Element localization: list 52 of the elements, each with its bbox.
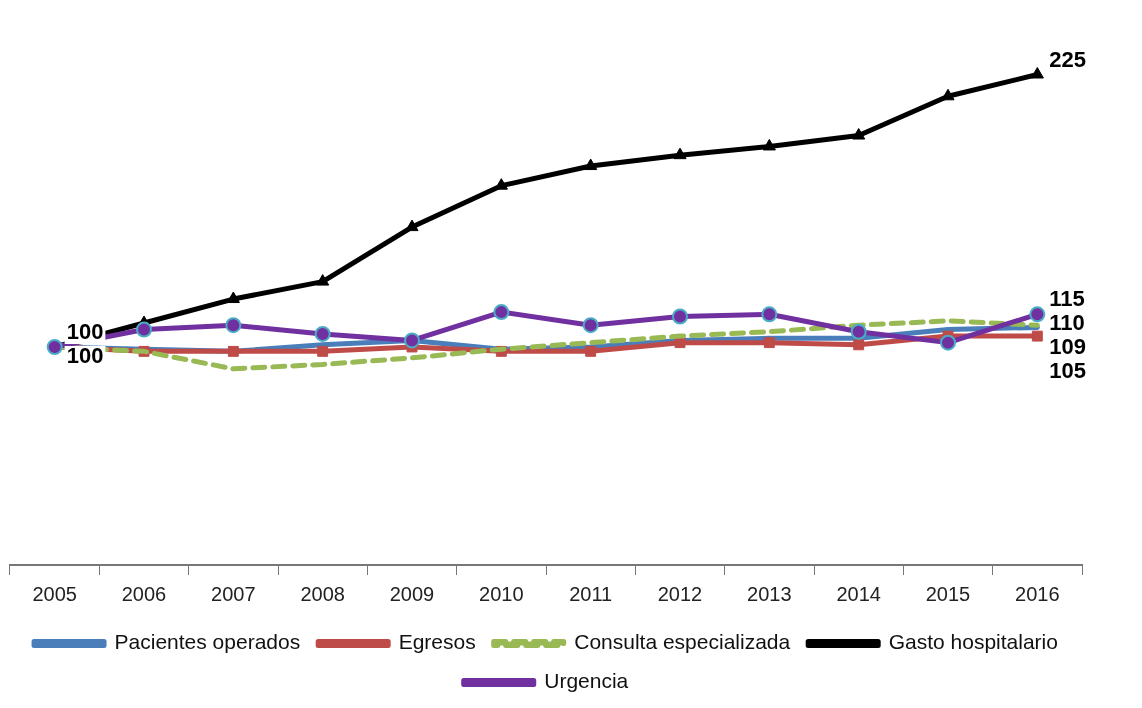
legend-label: Consulta especializada xyxy=(574,630,791,654)
data-label: 100 xyxy=(66,319,104,345)
x-tick-label: 2015 xyxy=(925,582,971,605)
point xyxy=(672,308,688,325)
point xyxy=(584,158,598,171)
legend-label: Urgencia xyxy=(544,669,629,693)
point xyxy=(493,304,510,321)
point xyxy=(494,178,508,190)
point xyxy=(1030,67,1044,79)
data-label: 109 xyxy=(1049,334,1087,360)
point xyxy=(1029,306,1046,323)
point xyxy=(850,323,867,340)
point xyxy=(225,317,242,334)
x-tick-label: 2013 xyxy=(747,582,792,605)
point xyxy=(317,345,329,357)
data-label: 115 xyxy=(1049,286,1085,312)
x-tick-label: 2010 xyxy=(479,582,524,605)
point xyxy=(1031,330,1043,342)
point xyxy=(674,337,686,349)
data-label: 225 xyxy=(1049,46,1087,72)
x-tick-label: 2009 xyxy=(389,582,435,605)
point xyxy=(227,345,239,357)
point xyxy=(136,321,152,338)
point xyxy=(762,138,776,151)
point xyxy=(761,306,778,323)
legend-label: Egresos xyxy=(398,630,476,654)
data-label: 110 xyxy=(1049,310,1085,336)
point xyxy=(941,88,955,101)
point xyxy=(853,339,865,351)
point xyxy=(404,332,420,349)
x-tick-label: 2005 xyxy=(32,582,77,605)
x-tick-label: 2007 xyxy=(211,582,256,605)
point xyxy=(673,147,687,160)
data-label: 100 xyxy=(66,343,104,369)
legend-label: Gasto hospitalario xyxy=(888,630,1058,654)
point xyxy=(226,291,240,304)
point xyxy=(940,334,956,351)
point xyxy=(852,128,866,140)
x-tick-label: 2006 xyxy=(121,582,167,605)
x-tick-label: 2011 xyxy=(569,582,613,605)
point xyxy=(316,274,330,286)
x-tick-label: 2008 xyxy=(300,582,345,605)
legend-label: Pacientes operados xyxy=(114,630,301,654)
point xyxy=(582,317,599,334)
point xyxy=(585,345,597,357)
x-tick-label: 2016 xyxy=(1015,582,1060,605)
x-tick-label: 2014 xyxy=(836,582,881,605)
x-tick-label: 2012 xyxy=(657,582,703,605)
point xyxy=(405,219,419,232)
point xyxy=(314,325,331,342)
point xyxy=(763,337,775,349)
data-label: 105 xyxy=(1049,358,1087,384)
